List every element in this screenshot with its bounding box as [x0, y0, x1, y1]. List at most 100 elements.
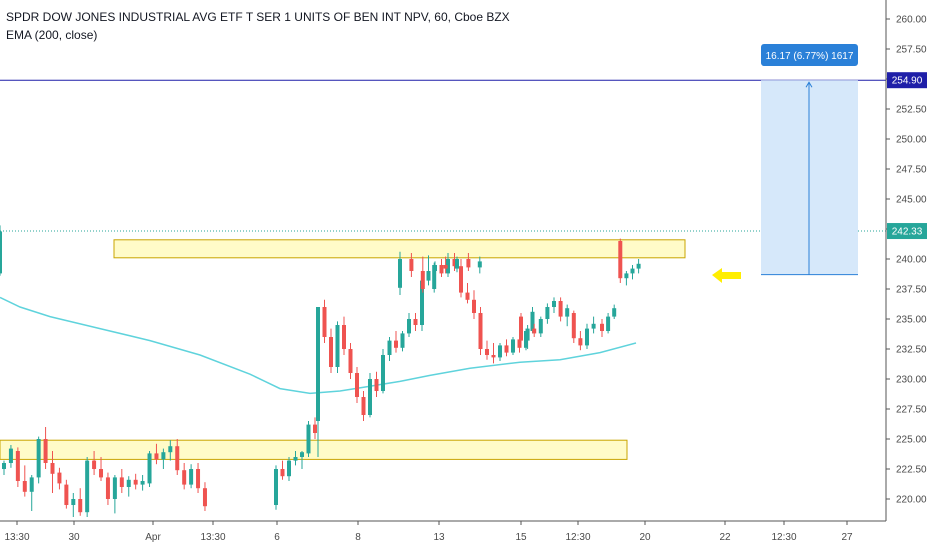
- x-tick-label: Apr: [145, 532, 161, 543]
- x-tick-label: 15: [515, 532, 527, 543]
- x-tick-label: 20: [639, 532, 651, 543]
- candle-body: [274, 469, 278, 505]
- candle-body: [313, 424, 317, 433]
- x-tick-label: 27: [841, 532, 853, 543]
- candle-body: [126, 479, 131, 487]
- candle-body: [15, 451, 20, 481]
- candle-body: [8, 448, 13, 463]
- candle-body: [591, 323, 596, 329]
- y-tick-label: 252.50: [896, 105, 927, 116]
- candle-body: [361, 397, 366, 415]
- candle-body: [517, 339, 522, 348]
- candle-body: [565, 308, 570, 317]
- candle-body: [374, 379, 379, 391]
- x-tick-label: 13:30: [200, 532, 225, 543]
- x-tick-label: 13:30: [4, 532, 29, 543]
- y-tick-label: 250.00: [896, 135, 927, 146]
- candle-body: [342, 325, 346, 349]
- y-tick-label: 260.00: [896, 15, 927, 26]
- candle-body: [322, 307, 327, 337]
- x-tick-label: 6: [274, 532, 280, 543]
- last-price-tag-label: 242.33: [892, 227, 923, 238]
- candle-body: [22, 481, 27, 492]
- candle-body: [485, 349, 489, 355]
- candle-body: [466, 259, 471, 268]
- candle-body: [300, 452, 304, 457]
- candle-body: [630, 268, 635, 274]
- candle-body: [287, 460, 291, 477]
- study-legend-ema[interactable]: EMA (200, close): [6, 28, 98, 42]
- candle-body: [519, 316, 523, 341]
- y-tick-label: 225.00: [896, 435, 927, 446]
- candle-body: [398, 259, 402, 288]
- x-tick-label: 13: [433, 532, 445, 543]
- candle-body: [348, 349, 353, 373]
- candle-body: [498, 345, 502, 358]
- candle-body: [85, 460, 90, 513]
- y-tick-label: 240.00: [896, 255, 927, 266]
- candle-body: [57, 472, 62, 484]
- candle-body: [420, 280, 424, 325]
- x-tick-label: 30: [68, 532, 80, 543]
- chart-title: SPDR DOW JONES INDUSTRIAL AVG ETF T SER …: [6, 10, 510, 24]
- candle-body: [443, 265, 448, 269]
- candle-body: [306, 424, 311, 454]
- candle-body: [413, 319, 418, 325]
- candle-body: [133, 479, 138, 485]
- candle-body: [455, 259, 459, 269]
- candle-body: [175, 446, 180, 471]
- candle-body: [168, 446, 173, 453]
- candle-body: [545, 307, 550, 319]
- left-arrow-icon: [712, 268, 741, 283]
- candle-body: [618, 241, 623, 279]
- candle-body: [329, 337, 333, 367]
- candle-body: [394, 340, 398, 348]
- candle-body: [368, 379, 372, 415]
- candle-body: [400, 333, 405, 348]
- candle-body: [316, 307, 320, 421]
- y-tick-label: 245.00: [896, 195, 927, 206]
- candle-body: [606, 316, 611, 331]
- candle-body: [538, 319, 543, 334]
- candle-body: [465, 292, 470, 300]
- x-tick-label: 8: [355, 532, 361, 543]
- candle-body: [530, 311, 535, 331]
- x-tick-label: 12:30: [771, 532, 796, 543]
- candle-body: [420, 271, 425, 289]
- candle-body: [578, 338, 583, 346]
- candle-body: [78, 499, 83, 513]
- y-tick-label: 232.50: [896, 345, 927, 356]
- candle-body: [29, 477, 34, 492]
- y-tick-label: 237.50: [896, 285, 927, 296]
- candle-body: [446, 259, 450, 274]
- candle-body: [432, 265, 437, 289]
- candle-body: [511, 339, 515, 353]
- candle-body: [154, 453, 159, 460]
- measure-arrow-head: [805, 81, 813, 88]
- target-price-tag-label: 254.90: [892, 76, 923, 87]
- candle-body: [71, 499, 76, 505]
- candle-body: [355, 373, 359, 397]
- measure-label: 16.17 (6.77%) 1617: [766, 51, 854, 62]
- candle-body: [571, 313, 576, 339]
- candle-body: [381, 355, 385, 391]
- measure-label-badge: [761, 44, 858, 66]
- candle-body: [459, 266, 463, 293]
- x-tick-label: 12:30: [565, 532, 590, 543]
- candle-body: [472, 299, 476, 313]
- candle-body: [36, 439, 41, 478]
- candle-body: [196, 469, 201, 489]
- candle-body: [161, 452, 166, 460]
- candle-body: [112, 477, 117, 499]
- candle-body: [558, 301, 563, 317]
- y-tick-label: 247.50: [896, 165, 927, 176]
- candle-body: [105, 477, 110, 499]
- candle-body: [478, 313, 483, 349]
- candle-body: [293, 457, 298, 461]
- x-tick-label: 22: [719, 532, 731, 543]
- y-tick-label: 227.50: [896, 405, 927, 416]
- candle-body: [147, 453, 152, 484]
- candle-body: [585, 328, 589, 346]
- candle-body: [504, 345, 509, 353]
